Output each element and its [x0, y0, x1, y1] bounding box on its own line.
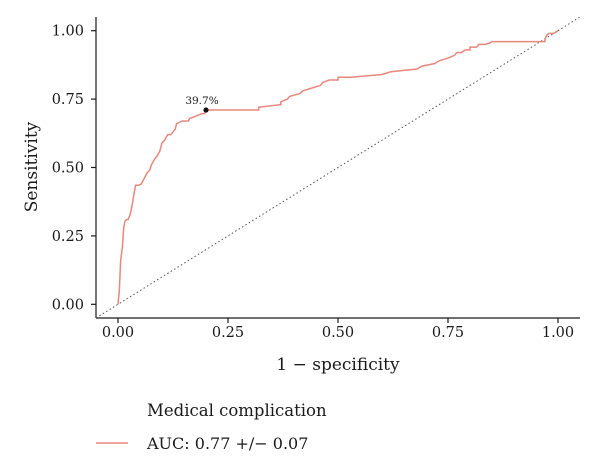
threshold-point [203, 107, 209, 113]
y-tick-label: 1.00 [52, 24, 84, 40]
reference-diagonal-line [95, 16, 581, 319]
x-tick-label: 0.00 [102, 325, 134, 341]
x-tick-label: 0.75 [432, 325, 464, 341]
x-tick-label: 0.50 [322, 325, 354, 341]
x-tick-label: 0.25 [212, 325, 244, 341]
roc-curve-line [117, 30, 559, 305]
legend-title: Medical complication [147, 401, 327, 420]
y-tick-label: 0.75 [52, 92, 84, 108]
legend-label: AUC: 0.77 +/− 0.07 [146, 434, 308, 453]
y-tick-label: 0.50 [52, 161, 84, 177]
y-tick-label: 0.00 [52, 297, 84, 313]
x-axis-title: 1 − specificity [276, 355, 400, 375]
series-layer [117, 30, 559, 305]
reference-layer [95, 16, 581, 319]
ticks-layer: 0.00 0.25 0.50 0.75 1.00 0.00 0.25 0.50 0.75 1.00 [52, 24, 574, 341]
x-tick-label: 1.00 [542, 325, 574, 341]
annotation-layer: 39.7% [185, 95, 219, 113]
y-axis-title: Sensitivity [22, 121, 42, 212]
y-tick-label: 0.25 [52, 229, 84, 245]
legend: Medical complication AUC: 0.77 +/− 0.07 [96, 401, 327, 453]
threshold-label: 39.7% [185, 95, 218, 107]
plot-panel: 39.7% [95, 16, 581, 319]
